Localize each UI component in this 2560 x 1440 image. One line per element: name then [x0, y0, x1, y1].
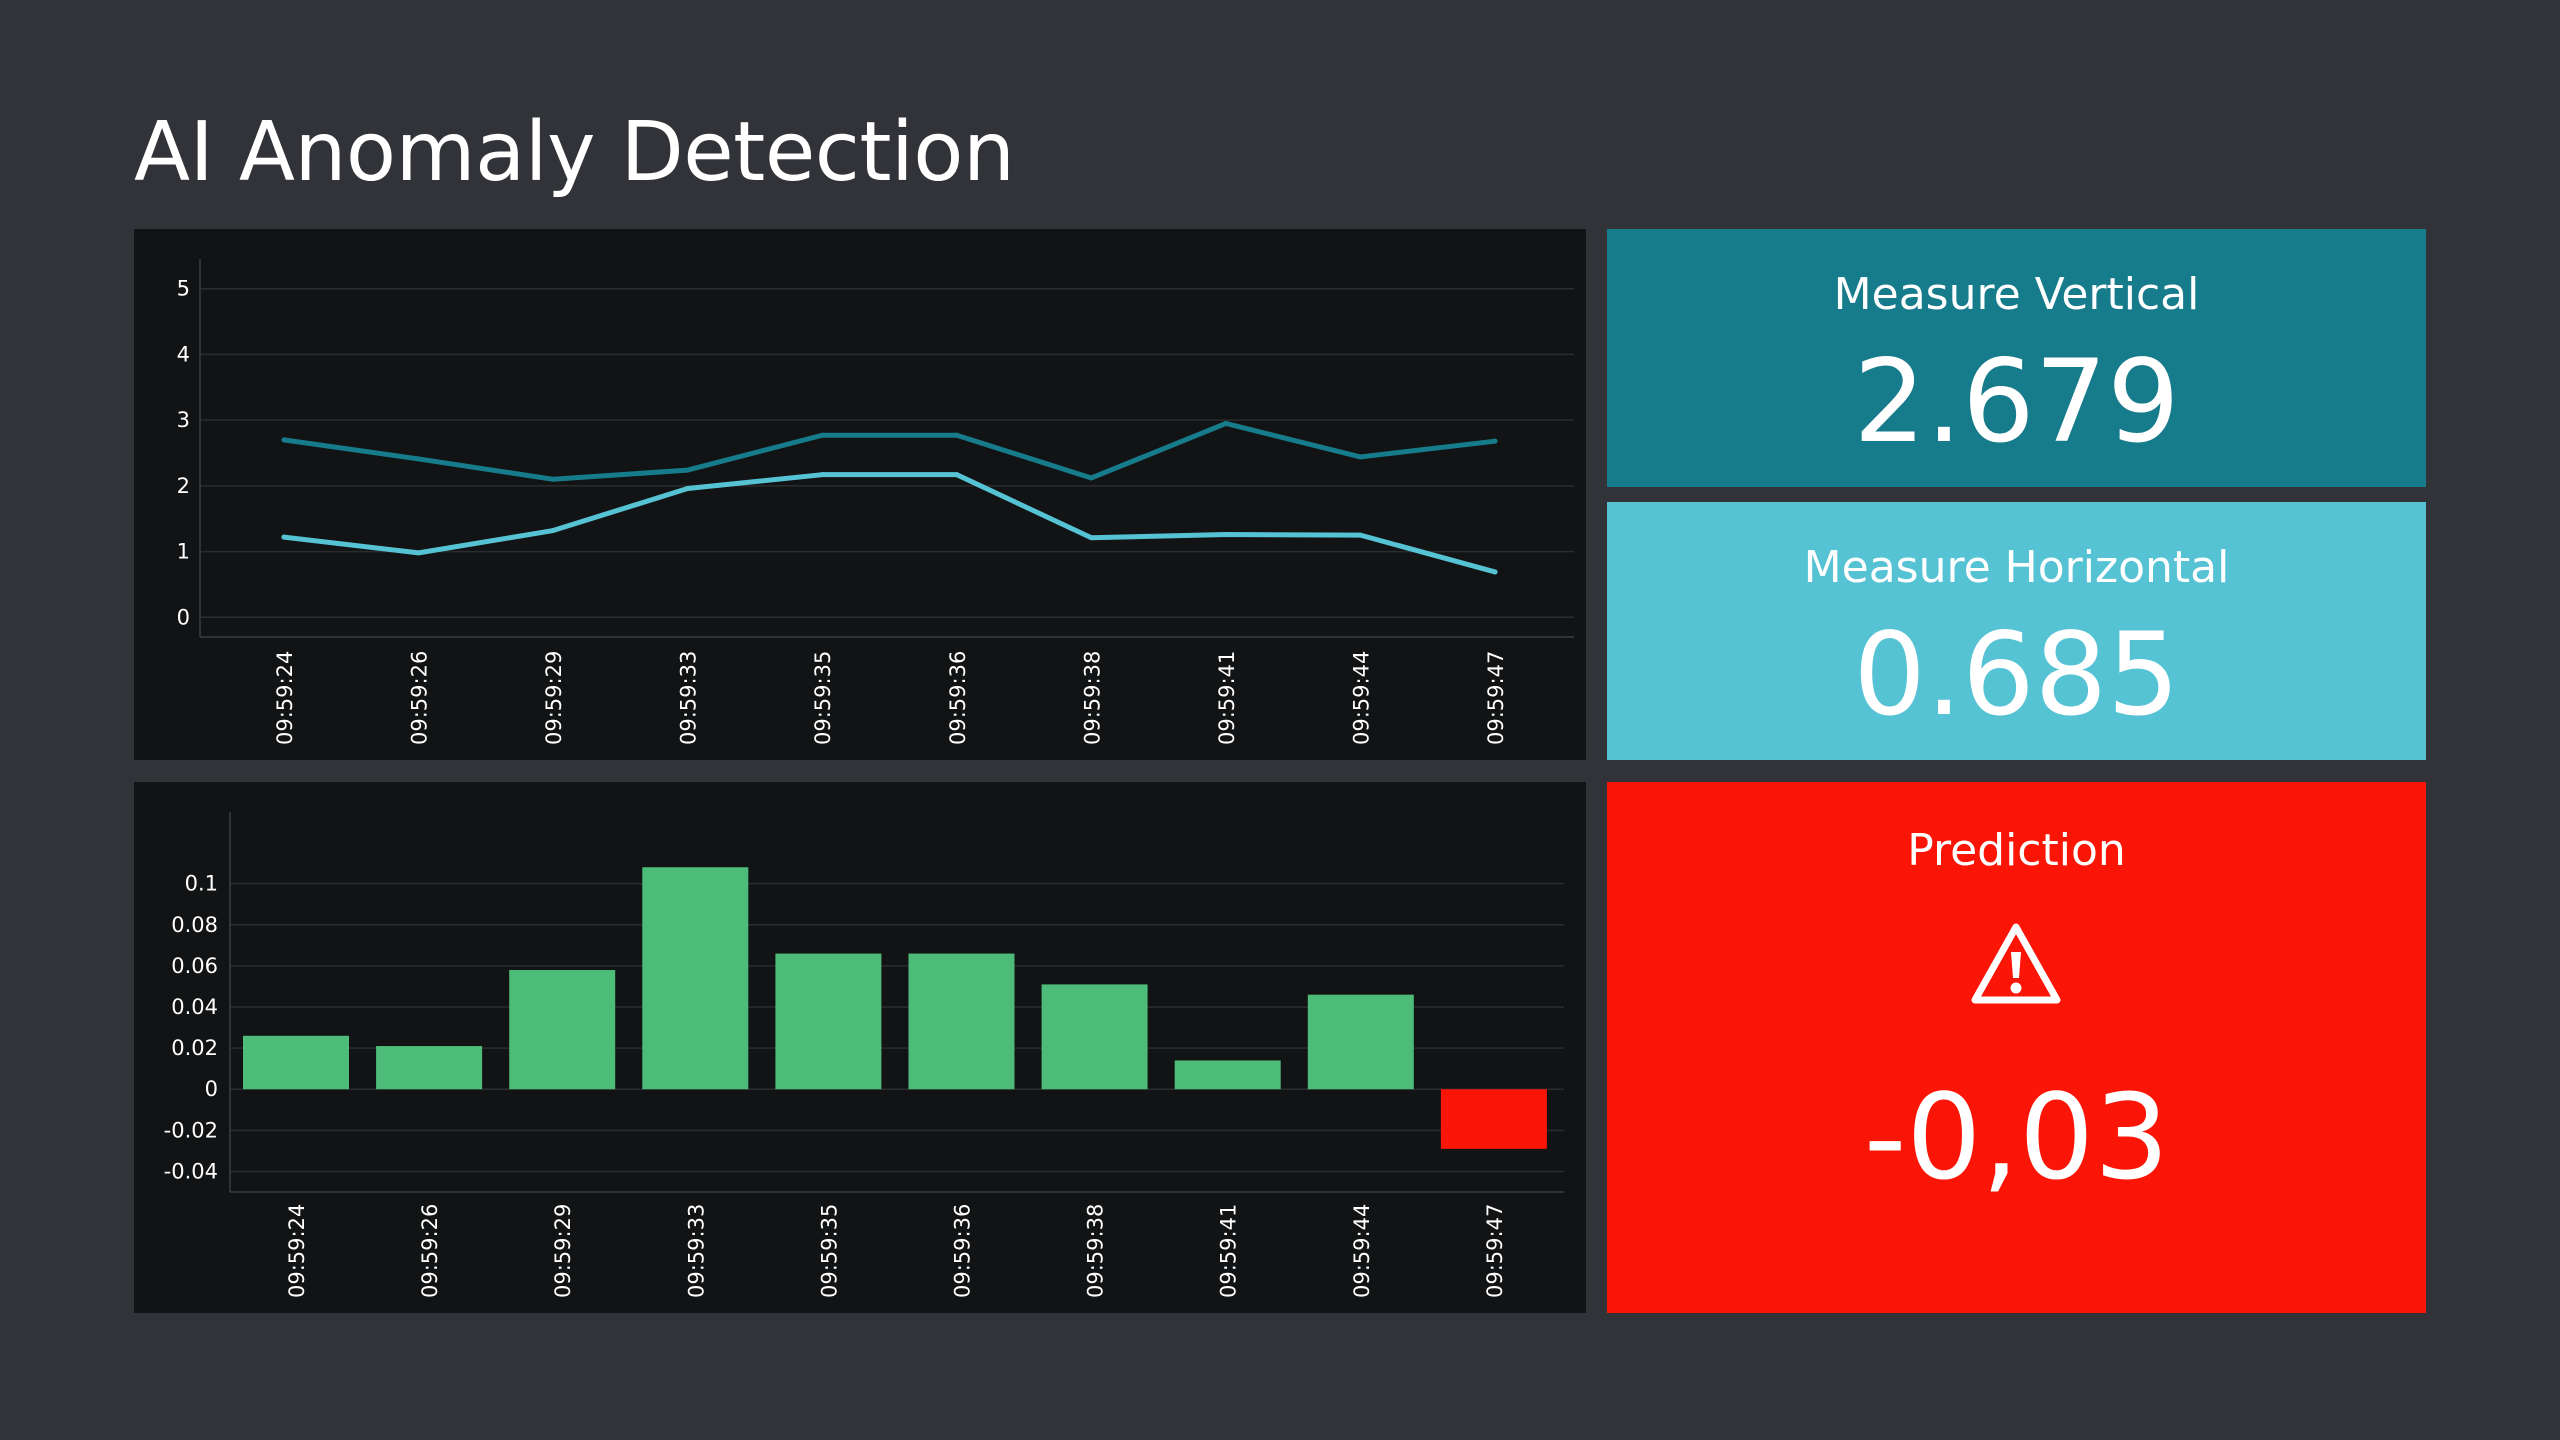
measure-horizontal-tile: Measure Horizontal 0.685 [1607, 502, 2426, 760]
data-point [416, 456, 422, 462]
data-point [1492, 438, 1498, 444]
prediction-label: Prediction [1907, 825, 2126, 876]
x-tick-label: 09:59:36 [951, 1204, 975, 1298]
x-tick-label: 09:59:26 [408, 651, 432, 745]
data-point [1223, 531, 1229, 537]
x-tick-label: 09:59:33 [684, 1204, 708, 1298]
x-tick-label: 09:59:24 [273, 651, 297, 745]
y-tick-label: 5 [177, 277, 190, 301]
x-tick-label: 09:59:44 [1350, 1204, 1374, 1298]
bar-negative [1440, 1089, 1547, 1149]
measure-vertical-value: 2.679 [1853, 335, 2180, 468]
prediction-tile: Prediction -0,03 [1607, 782, 2426, 1313]
data-point [281, 437, 287, 443]
y-tick-label: 0.08 [171, 913, 218, 937]
measure-vertical-tile: Measure Vertical 2.679 [1607, 229, 2426, 487]
x-tick-label: 09:59:41 [1215, 651, 1239, 745]
y-tick-label: 0.06 [171, 954, 218, 978]
data-point [819, 472, 825, 478]
x-tick-label: 09:59:41 [1217, 1204, 1241, 1298]
x-tick-label: 09:59:36 [946, 651, 970, 745]
bar [1174, 1060, 1281, 1090]
data-point [416, 550, 422, 556]
x-tick-label: 09:59:47 [1484, 651, 1508, 745]
y-tick-label: 4 [177, 342, 190, 366]
bar [642, 867, 749, 1090]
y-tick-label: 0.1 [185, 872, 218, 896]
line-chart-panel: 0 1 2 3 4 5 09:59:24 09:59:26 09:59:29 09:59:33 09… [134, 229, 1586, 760]
x-tick-label: 09:59:29 [551, 1204, 575, 1298]
bar [509, 970, 616, 1090]
data-point [1357, 454, 1363, 460]
data-point [550, 476, 556, 482]
x-tick-label: 09:59:26 [418, 1204, 442, 1298]
x-tick-label: 09:59:35 [811, 651, 835, 745]
y-tick-label: 0.02 [171, 1036, 218, 1060]
x-tick-label: 09:59:44 [1349, 651, 1373, 745]
x-tick-label: 09:59:24 [285, 1204, 309, 1298]
bar-chart: -0.04 -0.02 0 0.02 0.04 0.06 0.08 0.1 09:59:24 09… [164, 812, 1564, 1298]
bar [1307, 994, 1414, 1090]
x-tick-label: 09:59:38 [1080, 651, 1104, 745]
data-point [1492, 569, 1498, 575]
measure-vertical-label: Measure Vertical [1833, 269, 2200, 320]
prediction-value: -0,03 [1863, 1068, 2170, 1206]
bar [1041, 984, 1148, 1090]
line-chart: 0 1 2 3 4 5 09:59:24 09:59:26 09:59:29 09:59:33 09… [177, 259, 1574, 745]
bar [243, 1035, 349, 1090]
data-point [550, 528, 556, 534]
data-point [819, 432, 825, 438]
bar [376, 1046, 483, 1090]
y-tick-label: 1 [177, 540, 190, 564]
y-tick-label: 2 [177, 474, 190, 498]
data-point [954, 472, 960, 478]
y-tick-label: 0.04 [171, 995, 218, 1019]
x-tick-label: 09:59:38 [1084, 1204, 1108, 1298]
bar [775, 953, 882, 1090]
data-point [1088, 535, 1094, 541]
data-point [1357, 532, 1363, 538]
data-point [1088, 475, 1094, 481]
y-tick-label: 0 [205, 1077, 218, 1101]
page-title: AI Anomaly Detection [134, 105, 1015, 200]
y-tick-label: -0.04 [164, 1159, 218, 1183]
x-tick-label: 09:59:33 [677, 651, 701, 745]
data-point [685, 485, 691, 491]
data-point [1223, 420, 1229, 426]
data-point [685, 467, 691, 473]
measure-horizontal-value: 0.685 [1853, 608, 2180, 741]
measure-horizontal-label: Measure Horizontal [1803, 542, 2230, 593]
data-point [954, 432, 960, 438]
x-tick-label: 09:59:47 [1483, 1204, 1507, 1298]
series-line-vertical [281, 420, 1498, 482]
x-tick-label: 09:59:35 [817, 1204, 841, 1298]
warning-icon [1971, 923, 2061, 1004]
y-tick-label: 0 [177, 605, 190, 629]
y-tick-label: 3 [177, 408, 190, 432]
y-tick-label: -0.02 [164, 1118, 218, 1142]
bar-chart-panel: -0.04 -0.02 0 0.02 0.04 0.06 0.08 0.1 09:59:24 09… [134, 782, 1586, 1313]
x-tick-label: 09:59:29 [542, 651, 566, 745]
bar [908, 953, 1015, 1090]
series-line-horizontal [281, 472, 1498, 575]
data-point [281, 534, 287, 540]
